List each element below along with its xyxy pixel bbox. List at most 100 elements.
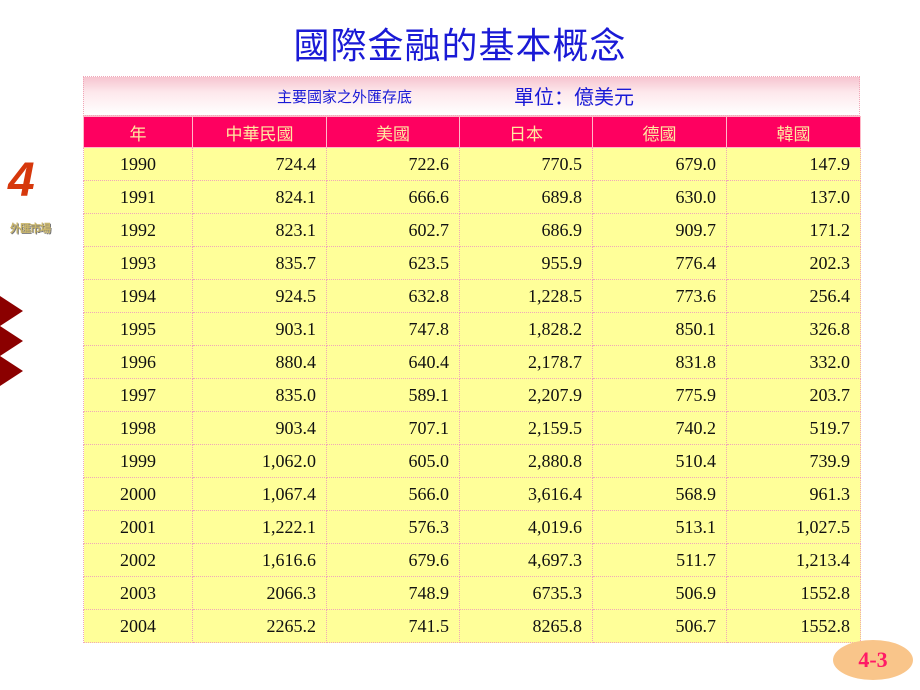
value-cell: 640.4 xyxy=(326,345,460,379)
chapter-label: 外匯市場 xyxy=(10,222,51,235)
table-row: 1999 1,062.0 605.0 2,880.8 510.4 739.9 xyxy=(83,444,861,478)
value-cell: 880.4 xyxy=(192,345,327,379)
column-header: 德國 xyxy=(592,116,727,148)
table-row: 1995 903.1 747.8 1,828.2 850.1 326.8 xyxy=(83,312,861,346)
table-row: 1997 835.0 589.1 2,207.9 775.9 203.7 xyxy=(83,378,861,412)
year-cell: 2000 xyxy=(83,477,193,511)
value-cell: 835.7 xyxy=(192,246,327,280)
table-body: 1990 724.4 722.6 770.5 679.0 147.9 1991 824.1 66… xyxy=(83,147,861,643)
value-cell: 1,062.0 xyxy=(192,444,327,478)
slide-title-text: 國際金融的基本概念 xyxy=(293,26,627,67)
value-cell: 2066.3 xyxy=(192,576,327,610)
value-cell: 202.3 xyxy=(726,246,861,280)
table-row: 1994 924.5 632.8 1,228.5 773.6 256.4 xyxy=(83,279,861,313)
year-cell: 1998 xyxy=(83,411,193,445)
value-cell: 1552.8 xyxy=(726,576,861,610)
chapter-number: 4 xyxy=(8,154,35,207)
year-cell: 2001 xyxy=(83,510,193,544)
table-caption: 主要國家之外匯存底 單位：億美元 xyxy=(83,76,860,116)
value-cell: 835.0 xyxy=(192,378,327,412)
value-cell: 511.7 xyxy=(592,543,727,577)
value-cell: 679.6 xyxy=(326,543,460,577)
value-cell: 722.6 xyxy=(326,147,460,181)
table-row: 1993 835.7 623.5 955.9 776.4 202.3 xyxy=(83,246,861,280)
value-cell: 602.7 xyxy=(326,213,460,247)
value-cell: 2,178.7 xyxy=(459,345,593,379)
table-row: 2002 1,616.6 679.6 4,697.3 511.7 1,213.4 xyxy=(83,543,861,577)
value-cell: 1552.8 xyxy=(726,609,861,643)
arrow-right-icon xyxy=(0,296,23,326)
column-header: 韓國 xyxy=(726,116,861,148)
value-cell: 831.8 xyxy=(592,345,727,379)
value-cell: 770.5 xyxy=(459,147,593,181)
value-cell: 566.0 xyxy=(326,477,460,511)
year-cell: 1994 xyxy=(83,279,193,313)
value-cell: 2265.2 xyxy=(192,609,327,643)
value-cell: 824.1 xyxy=(192,180,327,214)
table-row: 1992 823.1 602.7 686.9 909.7 171.2 xyxy=(83,213,861,247)
value-cell: 689.8 xyxy=(459,180,593,214)
value-cell: 909.7 xyxy=(592,213,727,247)
value-cell: 632.8 xyxy=(326,279,460,313)
table-row: 2001 1,222.1 576.3 4,019.6 513.1 1,027.5 xyxy=(83,510,861,544)
value-cell: 1,228.5 xyxy=(459,279,593,313)
value-cell: 137.0 xyxy=(726,180,861,214)
value-cell: 6735.3 xyxy=(459,576,593,610)
value-cell: 1,828.2 xyxy=(459,312,593,346)
table-header-row: 年中華民國 美國 日本 德國 韓國 xyxy=(83,116,861,148)
decorative-arrows xyxy=(0,296,23,386)
value-cell: 4,019.6 xyxy=(459,510,593,544)
value-cell: 741.5 xyxy=(326,609,460,643)
value-cell: 623.5 xyxy=(326,246,460,280)
year-cell: 1993 xyxy=(83,246,193,280)
value-cell: 1,213.4 xyxy=(726,543,861,577)
value-cell: 3,616.4 xyxy=(459,477,593,511)
value-cell: 510.4 xyxy=(592,444,727,478)
value-cell: 2,159.5 xyxy=(459,411,593,445)
column-header: 日本 xyxy=(459,116,593,148)
slide-title: 國際金融的基本概念 xyxy=(0,22,920,72)
year-cell: 2003 xyxy=(83,576,193,610)
value-cell: 961.3 xyxy=(726,477,861,511)
value-cell: 823.1 xyxy=(192,213,327,247)
table-row: 1991 824.1 666.6 689.8 630.0 137.0 xyxy=(83,180,861,214)
value-cell: 256.4 xyxy=(726,279,861,313)
value-cell: 203.7 xyxy=(726,378,861,412)
year-cell: 1991 xyxy=(83,180,193,214)
value-cell: 1,222.1 xyxy=(192,510,327,544)
year-cell: 1990 xyxy=(83,147,193,181)
value-cell: 332.0 xyxy=(726,345,861,379)
table-row: 2004 2265.2 741.5 8265.8 506.7 1552.8 xyxy=(83,609,861,643)
value-cell: 666.6 xyxy=(326,180,460,214)
value-cell: 171.2 xyxy=(726,213,861,247)
value-cell: 513.1 xyxy=(592,510,727,544)
column-header: 中華民國 xyxy=(192,116,327,148)
value-cell: 903.4 xyxy=(192,411,327,445)
data-table: 年中華民國 美國 日本 德國 韓國 1990 724.4 722.6 770.5 679.0 14… xyxy=(83,116,861,643)
value-cell: 707.1 xyxy=(326,411,460,445)
year-cell: 1992 xyxy=(83,213,193,247)
forex-reserves-table: 主要國家之外匯存底 單位：億美元 年中華民國 美國 日本 德國 韓國 1990 724.4… xyxy=(83,76,861,643)
value-cell: 8265.8 xyxy=(459,609,593,643)
value-cell: 686.9 xyxy=(459,213,593,247)
value-cell: 679.0 xyxy=(592,147,727,181)
value-cell: 739.9 xyxy=(726,444,861,478)
value-cell: 2,207.9 xyxy=(459,378,593,412)
value-cell: 2,880.8 xyxy=(459,444,593,478)
value-cell: 724.4 xyxy=(192,147,327,181)
column-header: 年 xyxy=(83,116,193,148)
arrow-right-icon xyxy=(0,326,23,356)
value-cell: 568.9 xyxy=(592,477,727,511)
value-cell: 773.6 xyxy=(592,279,727,313)
value-cell: 776.4 xyxy=(592,246,727,280)
year-cell: 2002 xyxy=(83,543,193,577)
year-cell: 1996 xyxy=(83,345,193,379)
value-cell: 4,697.3 xyxy=(459,543,593,577)
page-number-badge: 4-3 xyxy=(833,640,913,680)
arrow-right-icon xyxy=(0,356,23,386)
year-cell: 1999 xyxy=(83,444,193,478)
column-header: 美國 xyxy=(326,116,460,148)
value-cell: 147.9 xyxy=(726,147,861,181)
table-row: 2003 2066.3 748.9 6735.3 506.9 1552.8 xyxy=(83,576,861,610)
value-cell: 630.0 xyxy=(592,180,727,214)
